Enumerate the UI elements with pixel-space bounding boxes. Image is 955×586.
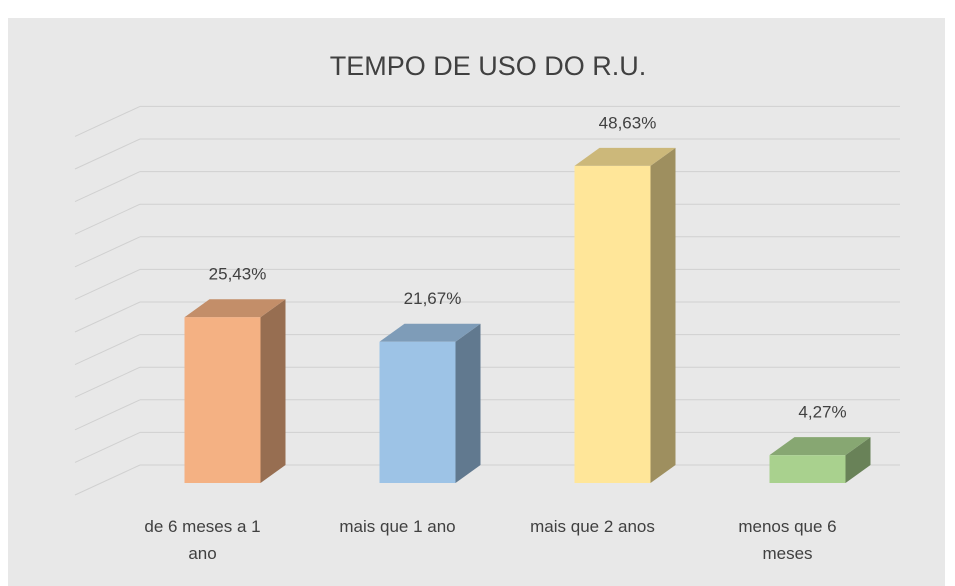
side-grid-line	[74, 203, 141, 235]
side-grid-line	[74, 268, 141, 300]
bar-side	[260, 299, 286, 483]
bar-side	[455, 323, 481, 483]
x-tick-label: mais que 2 anos	[530, 517, 655, 536]
side-grid-line	[74, 399, 141, 431]
bar-top	[184, 299, 286, 318]
data-label: 48,63%	[599, 113, 657, 132]
bar-top	[574, 147, 676, 166]
side-grid-line	[74, 334, 141, 366]
side-grid-line	[74, 464, 141, 496]
chart-title: TEMPO DE USO DO R.U.	[330, 51, 647, 81]
side-grid-line	[74, 171, 141, 203]
side-grid-line	[74, 105, 141, 137]
side-grid-line	[74, 236, 141, 268]
x-tick-label: menos que 6 meses	[738, 517, 837, 563]
x-tick-label: de 6 meses a 1 ano	[144, 517, 261, 563]
data-label: 4,27%	[798, 403, 846, 422]
data-label: 21,67%	[404, 289, 462, 308]
side-grid-line	[74, 138, 141, 170]
bar-side	[845, 437, 871, 483]
bar-top	[769, 437, 871, 456]
side-grid-line	[74, 301, 141, 333]
bar	[769, 455, 846, 483]
bar	[379, 341, 456, 483]
side-grid-line	[74, 366, 141, 398]
x-tick-label: mais que 1 ano	[339, 517, 456, 536]
side-grid-line	[74, 431, 141, 463]
bar	[574, 165, 651, 483]
bar	[184, 317, 261, 483]
data-label: 25,43%	[209, 265, 267, 284]
bar-side	[650, 147, 676, 483]
bar-top	[379, 323, 481, 342]
